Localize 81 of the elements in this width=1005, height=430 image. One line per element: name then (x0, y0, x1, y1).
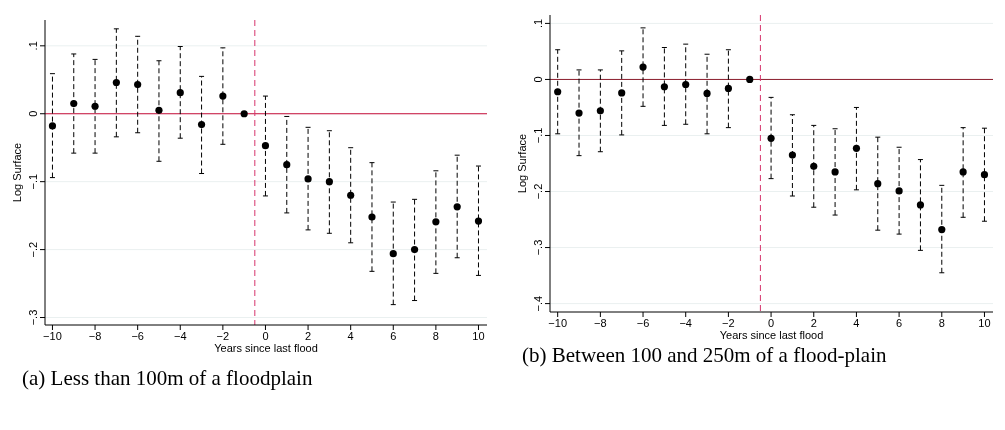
point (197, 121, 206, 129)
point (389, 250, 397, 258)
y-tick-label: −.1 (532, 127, 544, 144)
x-axis-title: Years since last flood (214, 342, 318, 354)
x-tick-label: 2 (810, 317, 817, 329)
point (660, 83, 668, 91)
point (240, 110, 248, 118)
point (91, 102, 99, 110)
x-tick-label: 4 (853, 317, 860, 329)
point (219, 92, 227, 100)
point (959, 168, 967, 176)
point (325, 178, 333, 186)
point (895, 187, 903, 195)
point (261, 142, 270, 150)
y-axis-title: Log Surface (516, 133, 528, 194)
point (618, 89, 626, 97)
x-tick-label: −6 (636, 317, 650, 329)
x-tick-label: 8 (432, 330, 439, 342)
point (916, 201, 925, 209)
y-axis-title: Log Surface (11, 142, 23, 203)
point (938, 226, 946, 234)
point (980, 171, 989, 179)
point (767, 134, 775, 142)
point (639, 63, 647, 71)
x-tick-label: 10 (472, 330, 485, 342)
point (703, 89, 711, 98)
x-tick-label: 10 (978, 317, 991, 329)
point (155, 106, 163, 114)
x-tick-label: −10 (43, 330, 62, 342)
point (831, 168, 839, 176)
x-tick-label: −10 (548, 317, 568, 329)
text: (a) Less than 100m of a floodplain (22, 366, 313, 390)
y-tick-label: −.3 (27, 309, 39, 326)
x-tick-label: −8 (594, 317, 607, 329)
y-tick-label: .1 (532, 18, 544, 28)
point (746, 75, 754, 84)
x-tick-label: −4 (679, 317, 692, 329)
y-tick-label: −.2 (532, 183, 544, 200)
y-tick-label: .1 (27, 41, 39, 51)
point (810, 162, 818, 170)
point (304, 175, 312, 183)
y-tick-label: −.4 (532, 295, 544, 312)
x-tick-label: −4 (173, 330, 187, 342)
point (48, 122, 57, 130)
x-tick-label: 4 (347, 330, 354, 342)
text: (b) Between 100 and 250m of a flood-plain (522, 343, 887, 367)
y-tick-label: 0 (27, 110, 39, 117)
x-tick-label: 6 (390, 330, 397, 342)
y-tick-label: 0 (532, 76, 544, 83)
point (575, 109, 583, 117)
point (788, 151, 797, 159)
y-tick-label: −.1 (27, 173, 39, 190)
point (453, 203, 461, 211)
x-tick-label: 8 (938, 317, 945, 329)
point (347, 191, 355, 199)
x-tick-label: 6 (896, 317, 903, 329)
point (682, 80, 690, 89)
point (283, 161, 291, 169)
x-tick-label: −8 (88, 330, 102, 342)
y-tick-label: −.3 (532, 239, 544, 256)
point (474, 217, 483, 225)
point (176, 89, 184, 97)
point (852, 144, 861, 152)
point (432, 218, 440, 226)
point (874, 180, 882, 188)
point (368, 213, 376, 221)
point (596, 107, 604, 115)
x-tick-label: 2 (305, 330, 312, 342)
point (70, 99, 78, 108)
point (134, 80, 142, 89)
x-tick-label: −2 (216, 330, 230, 342)
x-axis-title: Years since last flood (719, 329, 824, 341)
x-tick-label: −2 (722, 317, 735, 329)
y-tick-label: −.2 (27, 241, 39, 258)
point (112, 78, 120, 87)
x-tick-label: 0 (262, 330, 269, 342)
x-tick-label: 0 (768, 317, 775, 329)
x-tick-label: −6 (131, 330, 144, 342)
point (724, 84, 732, 93)
point (410, 246, 419, 254)
point (554, 88, 562, 96)
